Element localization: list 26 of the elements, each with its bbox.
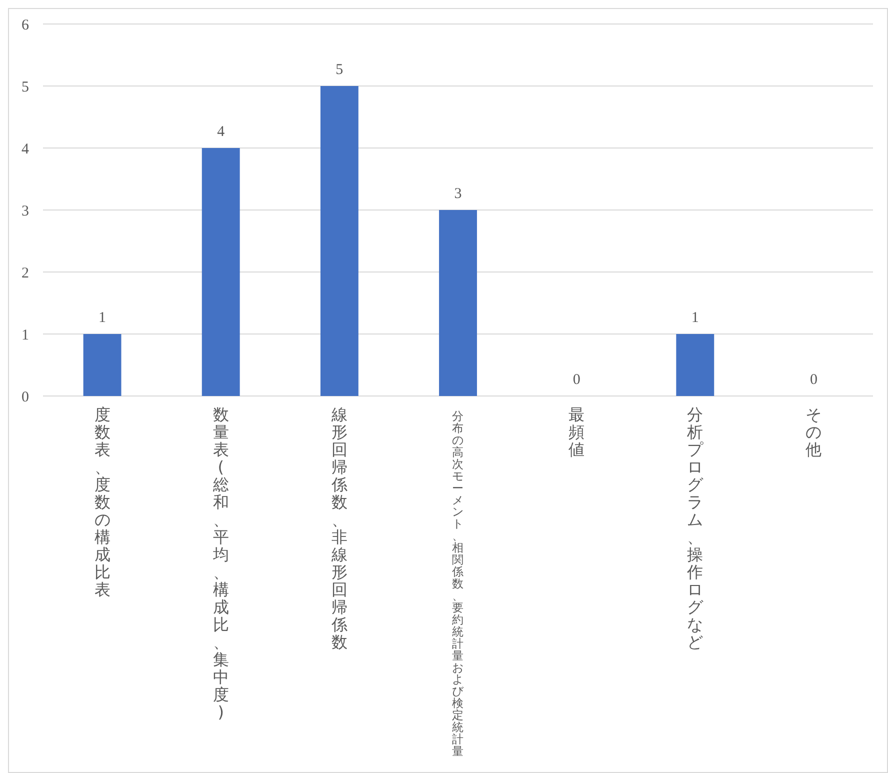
data-label: 5 (336, 62, 344, 78)
x-tick-label: 最頻値 (568, 405, 585, 459)
category-label: 分析プログラム、操作ログなど (687, 405, 704, 652)
category-label: 数量表(総和、平均、構成比、集中度) (212, 405, 229, 722)
y-tick-label: 5 (22, 79, 29, 96)
data-label: 0 (810, 372, 818, 388)
y-tick-label: 6 (22, 17, 30, 34)
data-label: 3 (454, 186, 462, 202)
y-tick-label: 3 (22, 203, 29, 220)
bar (439, 210, 477, 396)
y-tick-label: 2 (22, 265, 29, 282)
data-label: 1 (691, 310, 699, 326)
y-tick-label: 4 (22, 141, 30, 158)
data-label: 1 (98, 310, 106, 326)
bar (202, 148, 240, 396)
bar (320, 86, 358, 396)
category-label: 分布の高次モーメント、相関係数、要約統計量および検定統計量 (452, 409, 464, 758)
data-label: 0 (572, 372, 580, 388)
bar (83, 334, 122, 396)
data-label: 4 (217, 124, 226, 140)
category-label: 線形回帰係数、非線形回帰係数 (331, 405, 348, 652)
y-tick-label: 1 (22, 327, 29, 344)
bar (676, 334, 714, 396)
category-label: 度数表、度数の構成比表 (94, 405, 110, 599)
x-tick-label: その他 (806, 405, 822, 459)
y-tick-label: 0 (22, 389, 29, 406)
